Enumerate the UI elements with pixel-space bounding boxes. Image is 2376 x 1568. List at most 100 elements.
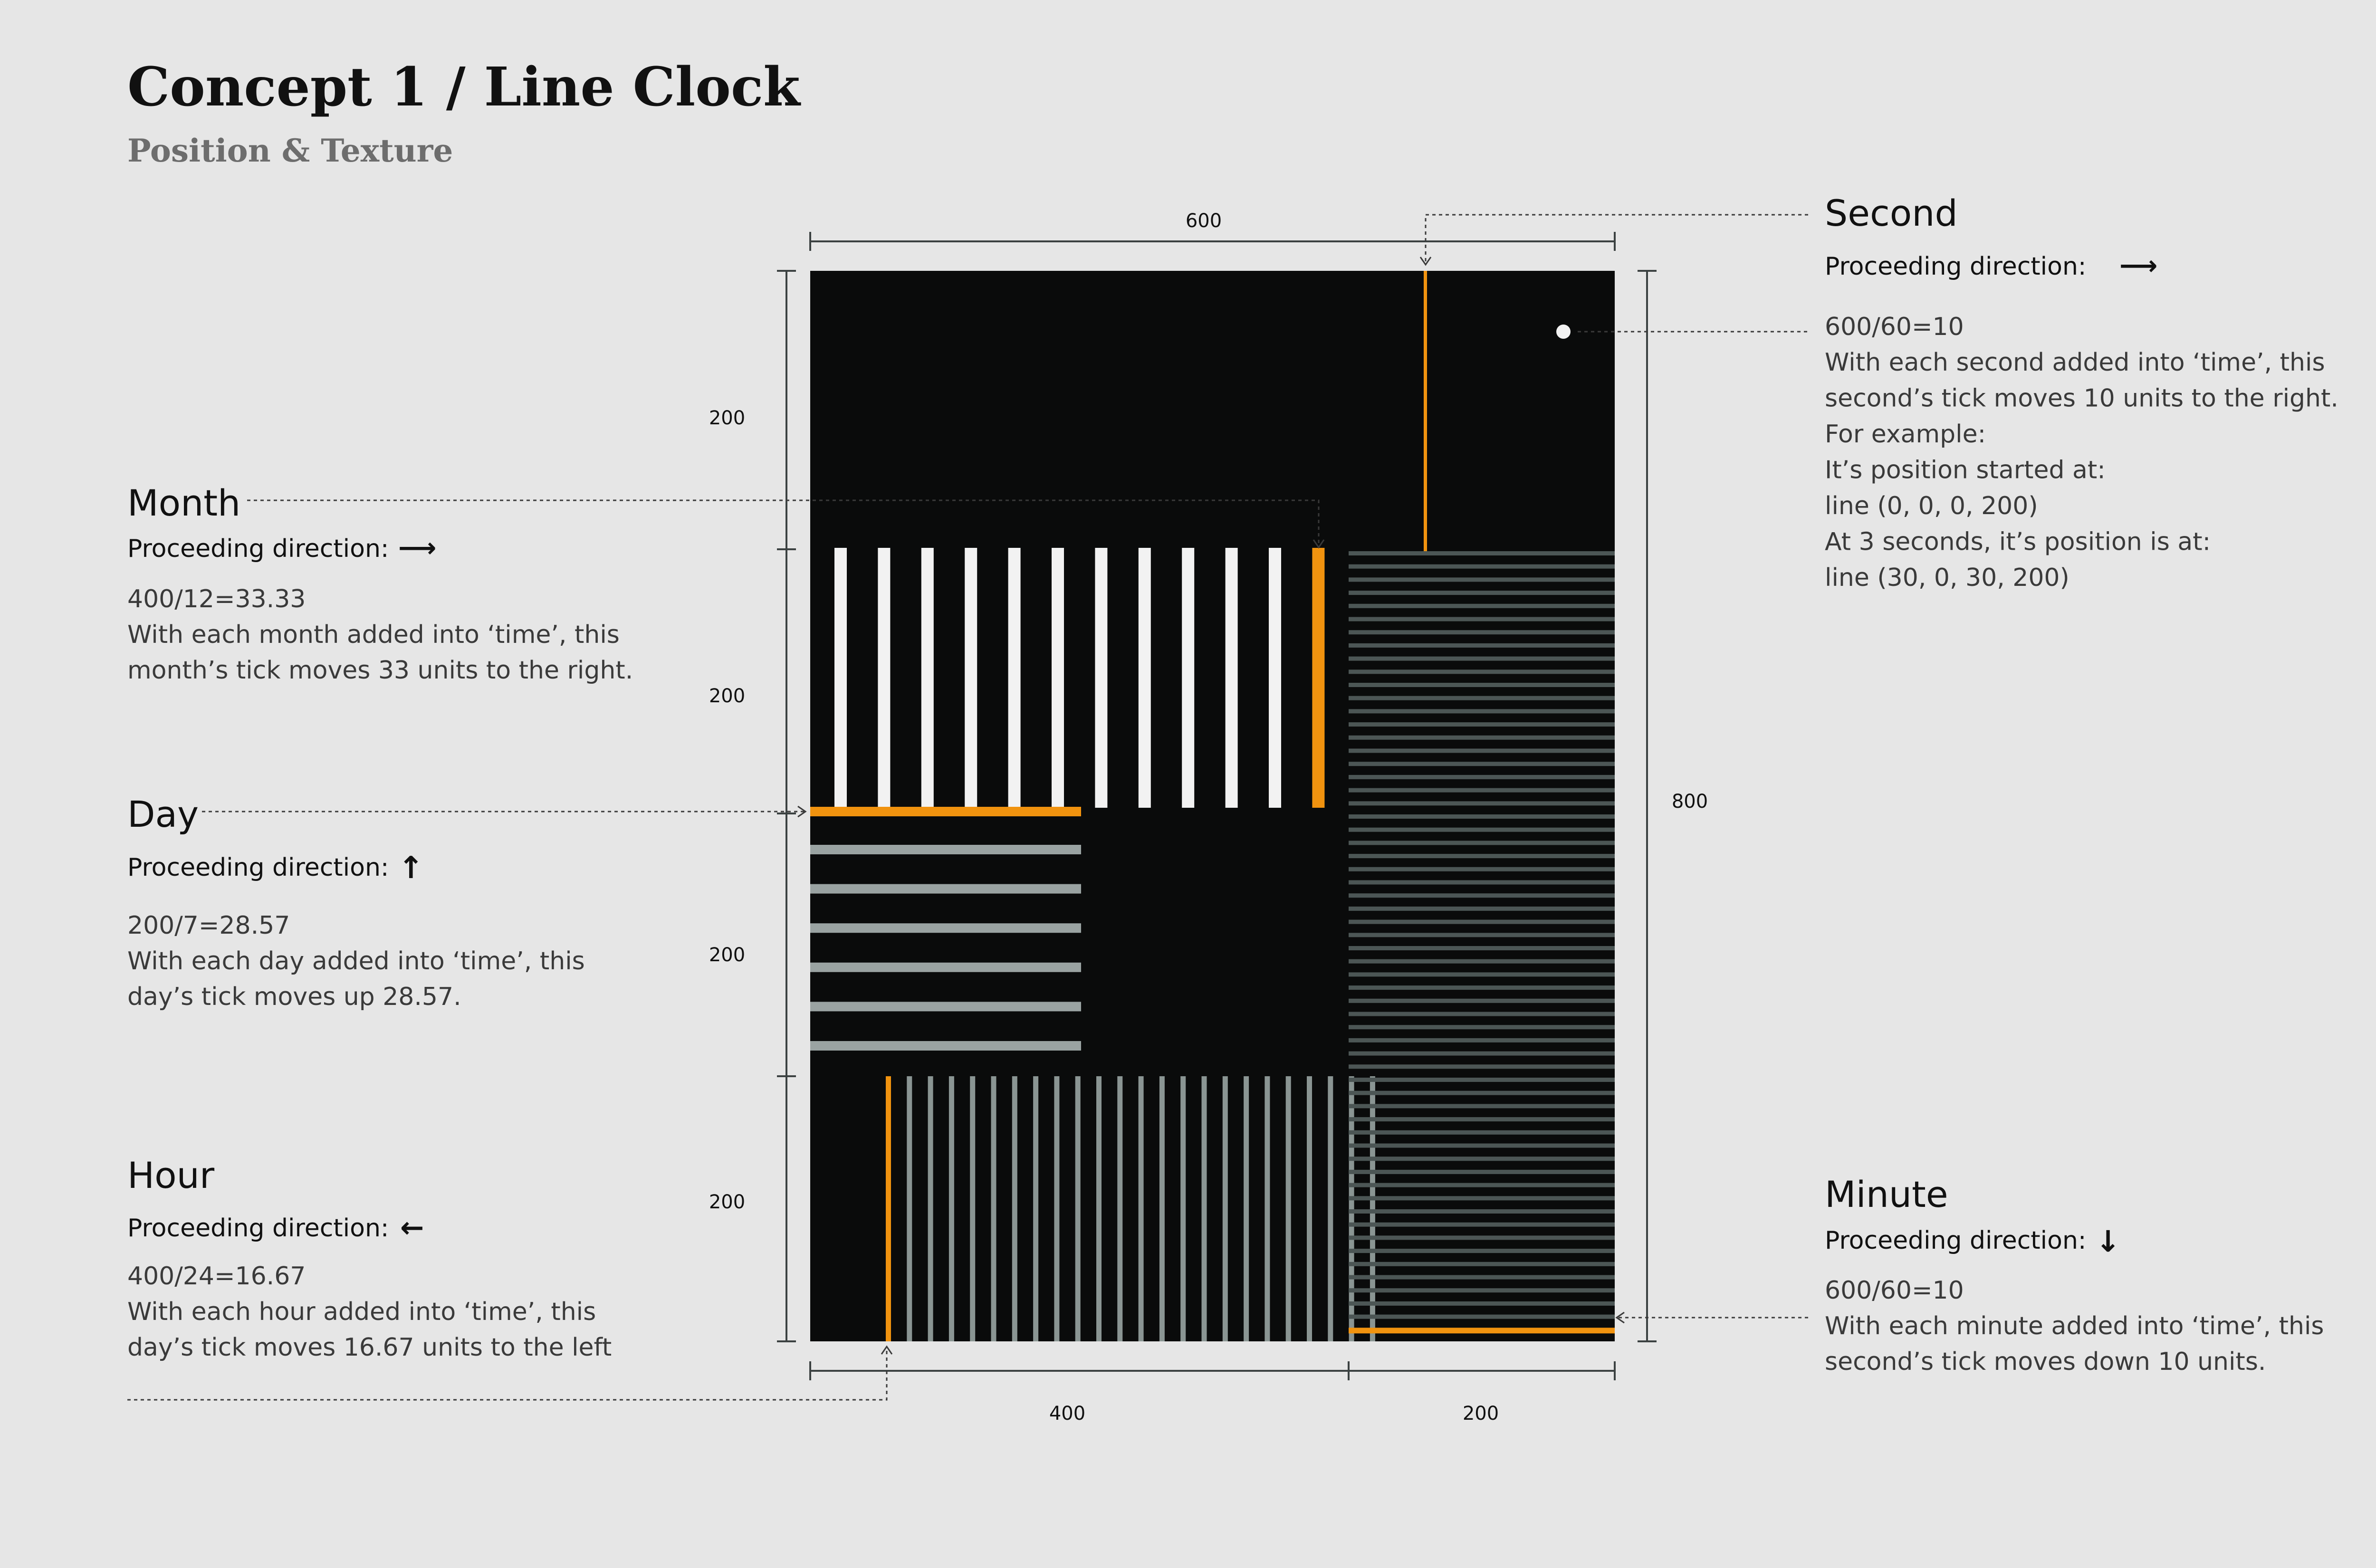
hour-tick [1285,1076,1291,1341]
minute-tick [1349,880,1615,885]
minute-description-line: second’s tick moves down 10 units. [1825,1348,2266,1376]
month-tick [1138,548,1151,808]
day-tick [810,1002,1081,1012]
minute-tick [1349,603,1615,608]
arrow-right-icon: ⟶ [398,533,436,564]
second-description-line: line (30, 0, 30, 200) [1825,564,2069,592]
minute-tick [1349,801,1615,806]
minute-tick [1349,1025,1615,1030]
leader-arrowheads [797,257,1625,1355]
second-title: Second [1825,192,1958,234]
day-title: Day [127,793,199,835]
minute-tick [1349,985,1615,990]
month-tick [1182,548,1195,808]
arrow-up-icon: ↑ [398,851,424,886]
minute-tick [1349,827,1615,832]
day-tick [810,1041,1081,1051]
month-annotation: Month Proceeding direction: ⟶ 400/12=33.… [127,482,633,685]
hour-tick [1370,1076,1375,1341]
hour-tick-current [886,1076,891,1341]
second-tick [1424,271,1427,551]
minute-tick [1349,1183,1615,1187]
minute-tick [1349,946,1615,950]
minute-tick [1349,1169,1615,1174]
month-tick [1008,548,1021,808]
second-description-line: At 3 seconds, it’s position is at: [1825,528,2211,556]
hour-description-line: With each hour added into ‘time’, this [127,1298,596,1326]
minute-description-line: With each minute added into ‘time’, this [1825,1312,2324,1340]
day-tick [810,923,1081,933]
hour-direction-label: Proceeding direction: [127,1214,389,1243]
minute-tick [1349,972,1615,977]
minute-tick [1349,551,1615,555]
month-tick [1095,548,1108,808]
page-subtitle: Position & Texture [127,132,453,169]
hour-tick [1328,1076,1333,1341]
hour-tick [991,1076,996,1341]
minute-tick [1349,1235,1615,1240]
minute-tick [1349,1104,1615,1109]
minute-tick [1349,814,1615,819]
minute-tick [1349,683,1615,687]
minute-tick [1349,1209,1615,1214]
second-description-line: With each second added into ‘time’, this [1825,348,2325,377]
month-tick [1052,548,1064,808]
minute-tick [1349,696,1615,700]
minute-tick [1349,1130,1615,1135]
clock-canvas [810,271,1615,1341]
day-description-line: With each day added into ‘time’, this [127,947,585,975]
dim-height-day: 200 [709,944,745,966]
minute-tick [1349,1117,1615,1122]
minute-tick-current [1349,1328,1615,1334]
minute-title: Minute [1825,1173,1948,1215]
minute-tick [1349,1222,1615,1227]
minute-tick [1349,841,1615,845]
month-formula: 400/12=33.33 [127,585,306,613]
hour-tick [1138,1076,1144,1341]
minute-tick [1349,1038,1615,1042]
minute-tick [1349,906,1615,911]
arrow-left-icon: ← [400,1211,424,1244]
minute-tick [1349,1262,1615,1266]
hour-tick [1307,1076,1312,1341]
hour-tick [1222,1076,1228,1341]
second-description-line: It’s position started at: [1825,456,2106,485]
second-description-line: second’s tick moves 10 units to the righ… [1825,384,2338,413]
hour-tick [948,1076,954,1341]
minute-tick [1349,1275,1615,1280]
dim-width-total: 600 [1186,210,1222,232]
hour-formula: 400/24=16.67 [127,1262,306,1291]
minute-tick [1349,1249,1615,1253]
day-tick-highlight [810,807,1081,816]
minute-tick [1349,669,1615,674]
hour-tick [1075,1076,1081,1341]
minute-tick [1349,854,1615,859]
day-formula: 200/7=28.57 [127,911,290,940]
minute-tick [1349,933,1615,937]
hour-tick [1244,1076,1249,1341]
minute-tick [1349,617,1615,621]
hour-tick [1033,1076,1039,1341]
month-direction-label: Proceeding direction: [127,535,389,563]
second-description-line: For example: [1825,420,1986,449]
day-description-line: day’s tick moves up 28.57. [127,983,461,1011]
month-title: Month [127,482,240,524]
second-marker-dot [1556,325,1571,339]
leader-lines [127,214,1808,1401]
hour-tick [970,1076,976,1341]
minute-ticks [1349,551,1615,1334]
arrow-right-icon: ⟶ [2119,250,2157,281]
hour-tick [1012,1076,1017,1341]
dim-height-total: 800 [1672,791,1708,813]
second-annotation: Second Proceeding direction: ⟶ 600/60=10… [1825,192,2338,592]
second-direction-label: Proceeding direction: [1825,252,2086,281]
page-title: Concept 1 / Line Clock [127,56,801,118]
minute-tick [1349,748,1615,753]
dim-height-hour: 200 [709,1191,745,1213]
month-tick [921,548,934,808]
minute-tick [1349,577,1615,582]
month-ticks [834,548,1325,808]
minute-tick [1349,774,1615,779]
minute-tick [1349,1064,1615,1069]
